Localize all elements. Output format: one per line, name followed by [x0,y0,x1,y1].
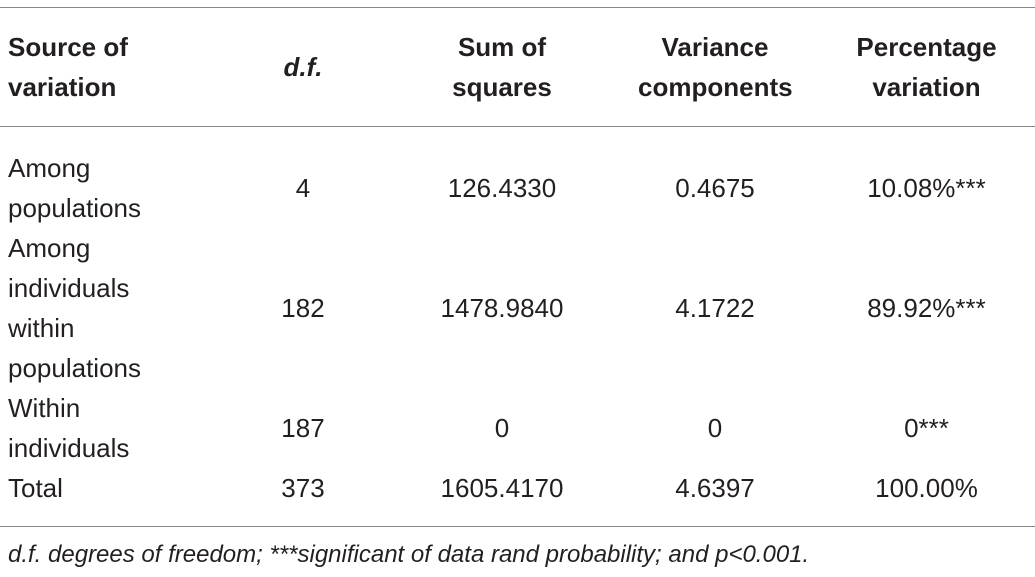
table-cell: 373 [281,473,325,503]
table-cell: Among populations [0,127,240,229]
header-cell: Source of variation [0,8,240,127]
cell-line: Among [8,153,91,183]
footnote: d.f. degrees of freedom; ***significant … [8,541,810,568]
cell-line: individuals [8,273,130,303]
cell-line: Variance [661,32,769,62]
table-row: Among populations 4 126.4330 0.4675 10.08%*** [0,127,1035,229]
cell-line: variation [8,72,117,102]
header-cell: Percentage variation [792,8,1035,127]
cell-line: populations [8,353,141,383]
table-row: Among individuals within populations 182 1478… [0,228,1035,388]
table-cell: 126.4330 [447,173,557,203]
cell-line: within [8,313,75,343]
cell-line: Among [8,233,91,263]
table-cell: 1605.4170 [440,473,564,503]
table-cell: Total [0,468,240,527]
anova-table: Source of variation d.f. Sum of squares Varia… [0,7,1035,527]
cell-line: Within [8,393,81,423]
table-cell: 182 [281,293,325,323]
cell-line: individuals [8,433,130,463]
header-cell: d.f. [240,8,366,127]
cell-line: d.f. [283,52,323,82]
header-cell: Sum of squares [366,8,638,127]
table-cell: 100.00% [875,473,978,503]
table-cell: Within individuals [0,388,240,468]
table-cell: 0 [494,413,510,443]
table-cell: 4 [295,173,311,203]
table-cell: Among individuals within populations [0,228,240,388]
cell-line: populations [8,193,141,223]
cell-line: variation [872,72,981,102]
cell-line: squares [452,72,552,102]
table-cell: 0.4675 [675,173,755,203]
header-cell: Variance components [638,8,793,127]
cell-line: Source of [8,32,128,62]
header-row: Source of variation d.f. Sum of squares Varia… [0,7,1035,127]
table-header: Source of variation d.f. Sum of squares Varia… [0,7,1035,127]
cell-line: Sum of [457,32,547,62]
cell-line: Percentage [856,32,997,62]
table-cell: 187 [281,413,325,443]
table-cell: 0*** [904,413,949,443]
table-row: Total 373 1605.4170 4.6397 100.00% [0,468,1035,527]
table-cell: 1478.9840 [440,293,564,323]
table-cell: 10.08%*** [867,173,986,203]
cell-line: Total [8,473,63,503]
table-row: Within individuals 187 0 0 0*** [0,388,1035,468]
table-cell: 89.92%*** [867,293,986,323]
table-body: Among populations 4 126.4330 0.4675 10.08%***… [0,127,1035,527]
table-cell: 4.1722 [675,293,755,323]
table-cell: 0 [707,413,723,443]
table-cell: 4.6397 [675,473,755,503]
cell-line: components [638,72,793,102]
